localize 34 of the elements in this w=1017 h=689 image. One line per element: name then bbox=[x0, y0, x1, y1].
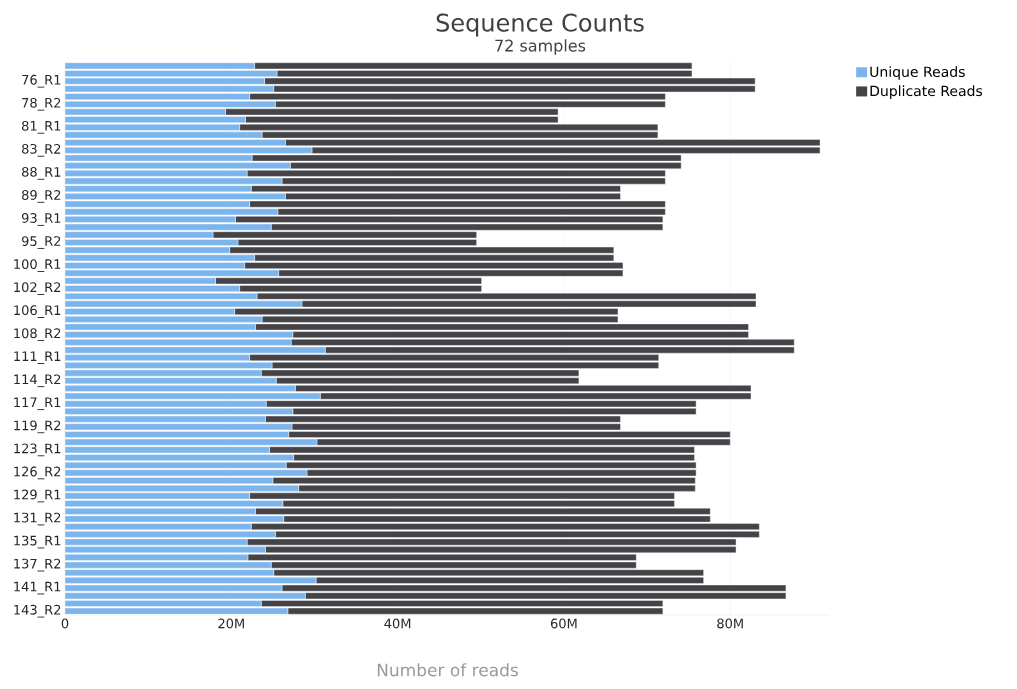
y-tick-label: 135_R1 bbox=[14, 535, 61, 549]
y-tick-label: 102_R2 bbox=[14, 282, 61, 295]
y-tick-label: 123_R1 bbox=[14, 443, 61, 457]
y-tick-label: 83_R2 bbox=[22, 143, 61, 157]
y-tick-label: 106_R1 bbox=[14, 305, 61, 318]
y-tick-label: 81_R1 bbox=[22, 120, 61, 134]
x-tick-label: 80M bbox=[717, 618, 743, 629]
y-tick-label: 111_R1 bbox=[14, 351, 61, 364]
x-tick-label: 60M bbox=[550, 618, 577, 629]
x-axis-title: Number of reads bbox=[377, 663, 518, 677]
x-tick-label: 0 bbox=[61, 618, 69, 629]
y-tick-label: 137_R2 bbox=[14, 558, 61, 572]
legend-label: Duplicate Reads bbox=[870, 85, 983, 99]
legend-label: Unique Reads bbox=[870, 66, 965, 80]
y-tick-label: 141_R1 bbox=[14, 581, 61, 595]
y-tick-label: 76_R1 bbox=[22, 74, 61, 88]
y-tick-label: 78_R2 bbox=[22, 97, 61, 111]
y-tick-label: 95_R2 bbox=[21, 236, 61, 249]
y-tick-label: 117_R1 bbox=[14, 397, 61, 411]
chart-title: Sequence Counts bbox=[436, 13, 644, 37]
y-tick-label: 131_R2 bbox=[14, 512, 61, 526]
y-tick-label: 119_R2 bbox=[14, 420, 61, 434]
x-tick-label: 20M bbox=[218, 618, 244, 629]
y-tick-label: 93_R1 bbox=[21, 213, 61, 226]
y-tick-label: 108_R2 bbox=[14, 328, 61, 342]
y-tick-label: 143_R2 bbox=[14, 604, 61, 618]
y-tick-label: 126_R2 bbox=[14, 466, 61, 480]
y-tick-label: 129_R1 bbox=[14, 489, 61, 503]
y-tick-label: 89_R2 bbox=[22, 190, 61, 203]
y-tick-label: 88_R1 bbox=[22, 167, 61, 180]
x-tick-label: 40M bbox=[384, 618, 411, 629]
chart-subtitle: 72 samples bbox=[495, 39, 586, 55]
y-tick-label: 100_R1 bbox=[14, 259, 61, 272]
y-tick-label: 114_R2 bbox=[14, 374, 61, 388]
